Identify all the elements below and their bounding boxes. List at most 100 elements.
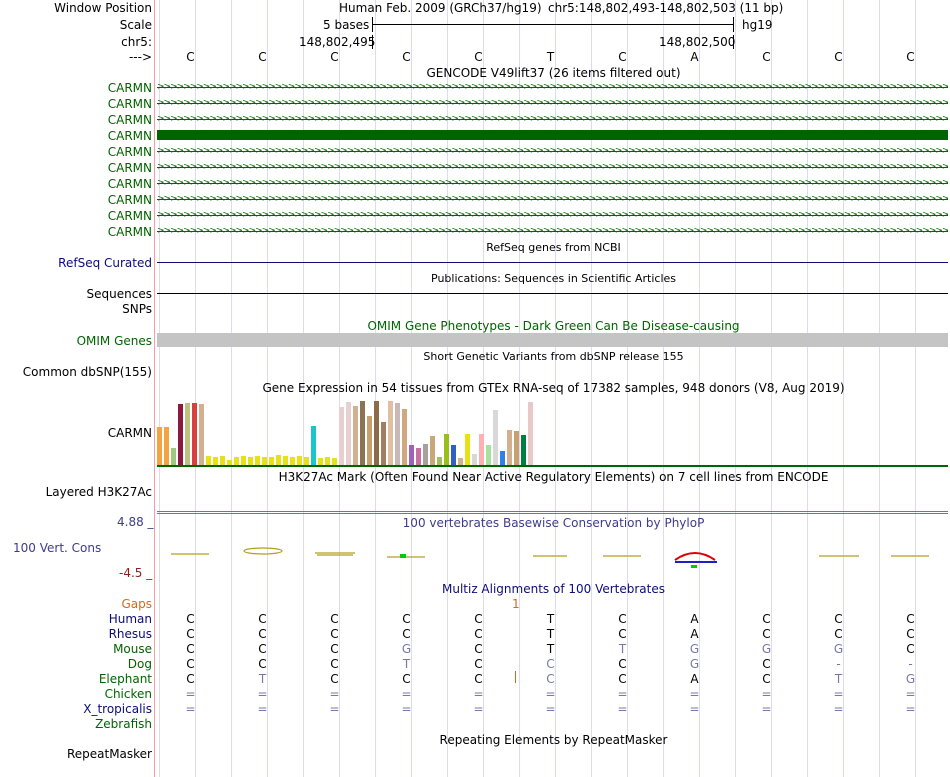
gencode-track-label[interactable]: CARMN xyxy=(107,225,152,239)
gtex-bar[interactable] xyxy=(451,445,456,465)
gtex-bar[interactable] xyxy=(409,445,414,465)
gtex-bar[interactable] xyxy=(332,458,337,465)
dbsnp-label[interactable]: Common dbSNP(155) xyxy=(22,365,152,379)
cons-title[interactable]: 100 vertebrates Basewise Conservation by… xyxy=(402,516,705,530)
gtex-bar[interactable] xyxy=(311,426,316,465)
window-position-label[interactable]: Window Position xyxy=(54,1,152,15)
gencode-exon-bar[interactable] xyxy=(157,130,948,140)
refseq-title[interactable]: RefSeq genes from NCBI xyxy=(486,241,621,254)
gencode-intron-line[interactable] xyxy=(157,119,948,120)
gencode-track-label[interactable]: CARMN xyxy=(107,177,152,191)
gtex-bar[interactable] xyxy=(353,406,358,465)
gencode-intron-line[interactable] xyxy=(157,151,948,152)
gtex-bar[interactable] xyxy=(402,409,407,465)
gtex-bar[interactable] xyxy=(276,455,281,465)
gtex-bar[interactable] xyxy=(521,435,526,465)
gencode-title[interactable]: GENCODE V49lift37 (26 items filtered out… xyxy=(426,66,681,80)
gtex-bar[interactable] xyxy=(192,403,197,465)
gtex-bar[interactable] xyxy=(423,444,428,465)
gtex-bar[interactable] xyxy=(262,457,267,465)
gtex-bar[interactable] xyxy=(465,434,470,465)
gencode-intron-line[interactable] xyxy=(157,87,948,88)
gtex-title[interactable]: Gene Expression in 54 tissues from GTEx … xyxy=(262,381,845,395)
h3k27ac-title[interactable]: H3K27Ac Mark (Often Found Near Active Re… xyxy=(278,470,829,484)
gtex-bar[interactable] xyxy=(213,457,218,465)
gtex-bar[interactable] xyxy=(206,456,211,465)
gtex-bar[interactable] xyxy=(178,404,183,465)
gtex-label[interactable]: CARMN xyxy=(107,426,152,440)
gtex-bar[interactable] xyxy=(248,457,253,465)
cons-label[interactable]: 100 Vert. Cons xyxy=(13,541,102,555)
gtex-bar[interactable] xyxy=(493,410,498,465)
gtex-bar[interactable] xyxy=(346,402,351,465)
gtex-bar[interactable] xyxy=(374,401,379,465)
gtex-bar[interactable] xyxy=(255,456,260,465)
gtex-bar[interactable] xyxy=(507,430,512,465)
gencode-track-label[interactable]: CARMN xyxy=(107,209,152,223)
gtex-bar[interactable] xyxy=(325,457,330,465)
scale-label[interactable]: Scale xyxy=(119,18,152,32)
gtex-bar[interactable] xyxy=(171,448,176,465)
chrom-label[interactable]: chr5: xyxy=(121,35,152,49)
gencode-track-label[interactable]: CARMN xyxy=(107,161,152,175)
gtex-bar[interactable] xyxy=(458,458,463,465)
species-label[interactable]: Human xyxy=(108,612,152,626)
cons-plot[interactable] xyxy=(157,540,950,574)
gtex-bar[interactable] xyxy=(416,448,421,465)
strand-label[interactable]: ---> xyxy=(128,50,152,64)
gtex-bar[interactable] xyxy=(164,427,169,465)
gtex-bar[interactable] xyxy=(157,427,162,465)
dbsnp-title[interactable]: Short Genetic Variants from dbSNP releas… xyxy=(423,350,684,363)
gencode-track-label[interactable]: CARMN xyxy=(107,97,152,111)
repeatmasker-title[interactable]: Repeating Elements by RepeatMasker xyxy=(439,733,668,747)
gtex-bar[interactable] xyxy=(444,434,449,465)
gtex-bar[interactable] xyxy=(395,403,400,465)
gtex-bar[interactable] xyxy=(297,456,302,465)
gtex-bar[interactable] xyxy=(486,445,491,465)
gtex-bar[interactable] xyxy=(185,403,190,465)
gtex-bar[interactable] xyxy=(304,457,309,465)
gtex-bar[interactable] xyxy=(381,422,386,465)
gtex-bar[interactable] xyxy=(339,407,344,465)
species-label[interactable]: Mouse xyxy=(113,642,152,656)
gencode-track-label[interactable]: CARMN xyxy=(107,145,152,159)
sequences-label[interactable]: Sequences xyxy=(86,287,152,301)
omim-gene-bar[interactable] xyxy=(157,333,948,347)
gtex-bar[interactable] xyxy=(241,456,246,465)
gencode-track-label[interactable]: CARMN xyxy=(107,81,152,95)
gencode-track-label[interactable]: CARMN xyxy=(107,193,152,207)
gtex-bar[interactable] xyxy=(227,460,232,465)
species-label[interactable]: Rhesus xyxy=(108,627,152,641)
multiz-title[interactable]: Multiz Alignments of 100 Vertebrates xyxy=(441,582,666,596)
gtex-bar[interactable] xyxy=(360,401,365,465)
gtex-bar[interactable] xyxy=(500,451,505,465)
gtex-bar[interactable] xyxy=(220,456,225,465)
gaps-label[interactable]: Gaps xyxy=(121,597,152,611)
snps-label[interactable]: SNPs xyxy=(122,302,152,316)
gencode-intron-line[interactable] xyxy=(157,199,948,200)
gencode-intron-line[interactable] xyxy=(157,103,948,104)
gtex-bar[interactable] xyxy=(479,434,484,465)
gtex-bar[interactable] xyxy=(514,431,519,465)
gtex-bar[interactable] xyxy=(430,436,435,465)
gencode-intron-line[interactable] xyxy=(157,231,948,232)
refseq-gene-line[interactable] xyxy=(157,262,948,263)
species-label[interactable]: Dog xyxy=(127,657,152,671)
gtex-bar[interactable] xyxy=(367,416,372,465)
gtex-bar[interactable] xyxy=(472,454,477,465)
omim-title[interactable]: OMIM Gene Phenotypes - Dark Green Can Be… xyxy=(367,319,740,333)
species-label[interactable]: X_tropicalis xyxy=(83,702,152,716)
gtex-bar[interactable] xyxy=(283,456,288,465)
gtex-bar[interactable] xyxy=(388,401,393,465)
publications-title[interactable]: Publications: Sequences in Scientific Ar… xyxy=(431,272,676,285)
gencode-track-label[interactable]: CARMN xyxy=(107,129,152,143)
gtex-bar[interactable] xyxy=(290,457,295,465)
omim-label[interactable]: OMIM Genes xyxy=(76,334,152,348)
species-label[interactable]: Zebrafish xyxy=(95,717,152,731)
gencode-intron-line[interactable] xyxy=(157,183,948,184)
refseq-label[interactable]: RefSeq Curated xyxy=(58,256,152,270)
gtex-bar[interactable] xyxy=(199,404,204,465)
gencode-intron-line[interactable] xyxy=(157,167,948,168)
gtex-bar-chart[interactable] xyxy=(157,397,537,465)
gtex-bar[interactable] xyxy=(269,457,274,465)
